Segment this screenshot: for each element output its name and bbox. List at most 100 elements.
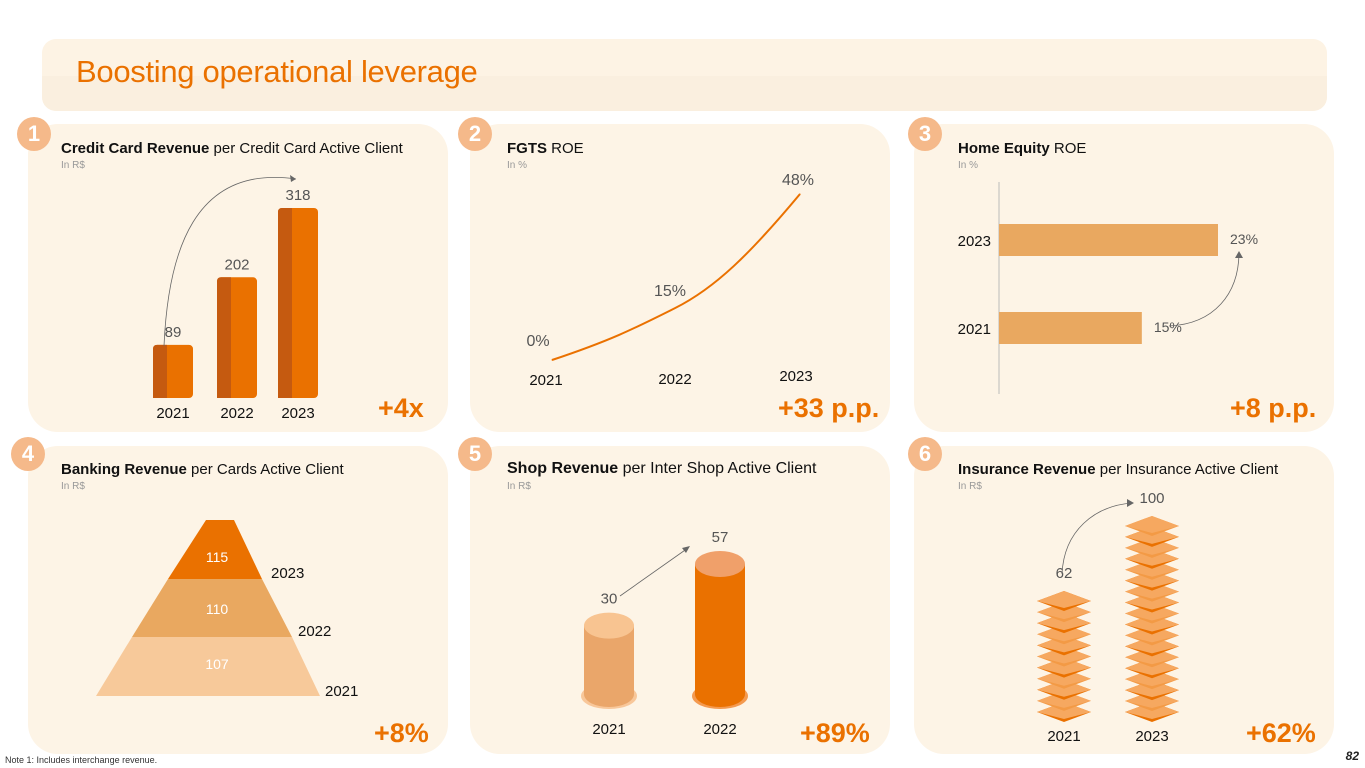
chart-2-point-2022 — [674, 307, 676, 309]
card-1-growth: +4x — [378, 393, 424, 423]
chart-6-stack-2021: 62 2021 — [1037, 565, 1091, 745]
card-4-subtitle: In R$ — [61, 481, 85, 492]
card-shop — [470, 446, 890, 754]
chart-4-tick-label: 2022 — [298, 623, 331, 640]
chart-5-cylinder-top — [695, 551, 745, 577]
chart-1-bar-2023: 318 2023 — [278, 187, 318, 422]
card-3-growth: +8 p.p. — [1230, 393, 1317, 423]
chart-2-series-line — [551, 193, 801, 361]
chart-3-tick-label: 2023 — [958, 233, 991, 250]
card-3-title: Home Equity ROE — [958, 140, 1087, 157]
chart-1-bar-side — [278, 208, 292, 398]
card-home-equity — [914, 124, 1334, 432]
chart-1-value-label: 318 — [285, 187, 310, 204]
chart-1-tick-label: 2021 — [156, 405, 189, 422]
badge-1: 1 — [17, 117, 51, 151]
chart-1-bar-side — [153, 344, 167, 398]
chart-5-value-label: 57 — [712, 529, 729, 546]
chart-1: 89 2021 202 2022 318 2023 — [153, 175, 318, 422]
chart-5-tick-label: 2021 — [592, 721, 625, 738]
card-6-title: Insurance Revenue per Insurance Active C… — [958, 461, 1279, 478]
chart-5-tick-label: 2022 — [703, 721, 736, 738]
chart-3-bar-2023 — [999, 224, 1218, 256]
chart-1-tick-label: 2023 — [281, 405, 314, 422]
chart-6-tile-top — [1037, 590, 1091, 608]
chart-6-tick-label: 2023 — [1135, 728, 1168, 745]
chart-4-tick-label: 2021 — [325, 683, 358, 700]
chart-6-value-label: 62 — [1056, 565, 1073, 582]
chart-1-tick-label: 2022 — [220, 405, 253, 422]
chart-4-layer-2021 — [96, 637, 320, 696]
card-4-growth: +8% — [374, 718, 429, 748]
chart-5-cylinder-bottom — [584, 681, 634, 707]
chart-5-arrowhead — [682, 546, 690, 553]
chart-6: 62 2021 100 2023 — [1037, 490, 1179, 745]
chart-6-arrowhead — [1127, 499, 1134, 507]
card-5-subtitle: In R$ — [507, 481, 531, 492]
card-5-title: Shop Revenue per Inter Shop Active Clien… — [507, 460, 817, 477]
chart-1-value-label: 202 — [224, 256, 249, 273]
card-insurance — [914, 446, 1334, 754]
chart-5-cylinder-body — [695, 564, 745, 694]
chart-3-tick-label: 2021 — [958, 321, 991, 338]
chart-2-tick-label: 2023 — [779, 368, 812, 385]
chart-5: 30 2021 57 2022 — [581, 529, 748, 738]
chart-2-point-2021 — [551, 359, 553, 361]
chart-4-value-label: 115 — [206, 549, 229, 565]
chart-3-value-label: 23% — [1230, 231, 1258, 247]
card-fgts — [470, 124, 890, 432]
chart-4-value-label: 110 — [206, 601, 229, 617]
chart-6-tick-label: 2021 — [1047, 728, 1080, 745]
chart-5-arrow — [619, 547, 689, 597]
chart-6-value-label: 100 — [1139, 490, 1164, 507]
chart-4-tick-label: 2023 — [271, 565, 304, 582]
card-6-subtitle: In R$ — [958, 481, 982, 492]
chart-2-value-label: 48% — [782, 172, 814, 189]
chart-3-value-label: 15% — [1154, 319, 1182, 335]
card-5-growth: +89% — [800, 718, 870, 748]
chart-6-arrow — [1061, 502, 1133, 575]
page-title: Boosting operational leverage — [76, 54, 478, 89]
chart-3: 23% 2023 15% 2021 — [958, 182, 1258, 394]
chart-2-tick-label: 2022 — [658, 371, 691, 388]
card-2-subtitle: In % — [507, 160, 528, 171]
chart-2-tick-label: 2021 — [529, 372, 562, 389]
card-2-title: FGTS ROE — [507, 140, 584, 157]
chart-3-arrowhead — [1235, 251, 1243, 258]
card-3-subtitle: In % — [958, 160, 979, 171]
chart-1-arrow — [163, 177, 297, 347]
badge-2: 2 — [458, 117, 492, 151]
chart-6-tile-top — [1125, 515, 1179, 533]
chart-5-cylinder-2021: 30 2021 — [581, 591, 637, 738]
card-1-subtitle: In R$ — [61, 160, 85, 171]
chart-1-bar-2022: 202 2022 — [217, 256, 257, 422]
chart-5-cylinder-2022: 57 2022 — [692, 529, 748, 738]
chart-2-point-2023 — [799, 193, 801, 195]
chart-2-value-label: 0% — [526, 333, 549, 350]
chart-3-arrow — [1168, 251, 1240, 327]
card-4-title: Banking Revenue per Cards Active Client — [61, 461, 344, 478]
chart-2-value-label: 15% — [654, 283, 686, 300]
chart-1-value-label: 89 — [165, 324, 182, 341]
chart-5-value-label: 30 — [601, 591, 618, 608]
badge-3: 3 — [908, 117, 942, 151]
chart-4: 115 2023 110 2022 107 2021 — [96, 520, 358, 700]
card-6-growth: +62% — [1246, 718, 1316, 748]
card-2-growth: +33 p.p. — [778, 393, 880, 423]
chart-1-bar-side — [217, 277, 231, 398]
chart-1-bar-2021: 89 2021 — [153, 324, 193, 422]
chart-4-layer-2022 — [132, 579, 292, 637]
chart-4-layer-2023 — [168, 520, 262, 579]
badge-5: 5 — [458, 437, 492, 471]
badge-4: 4 — [11, 437, 45, 471]
page-number: 82 — [1345, 749, 1359, 763]
card-1-title: Credit Card Revenue per Credit Card Acti… — [61, 140, 403, 157]
chart-6-stack-2023: 100 2023 — [1125, 490, 1179, 745]
chart-1-arrowhead — [290, 175, 296, 182]
chart-5-cylinder-top — [584, 612, 634, 639]
footnote: Note 1: Includes interchange revenue. — [5, 755, 158, 765]
header-band-lower — [42, 76, 1327, 111]
chart-2: 0% 2021 15% 2022 48% 2023 — [526, 172, 814, 389]
chart-4-value-label: 107 — [205, 656, 229, 672]
chart-5-cylinder-bottom — [695, 681, 745, 707]
